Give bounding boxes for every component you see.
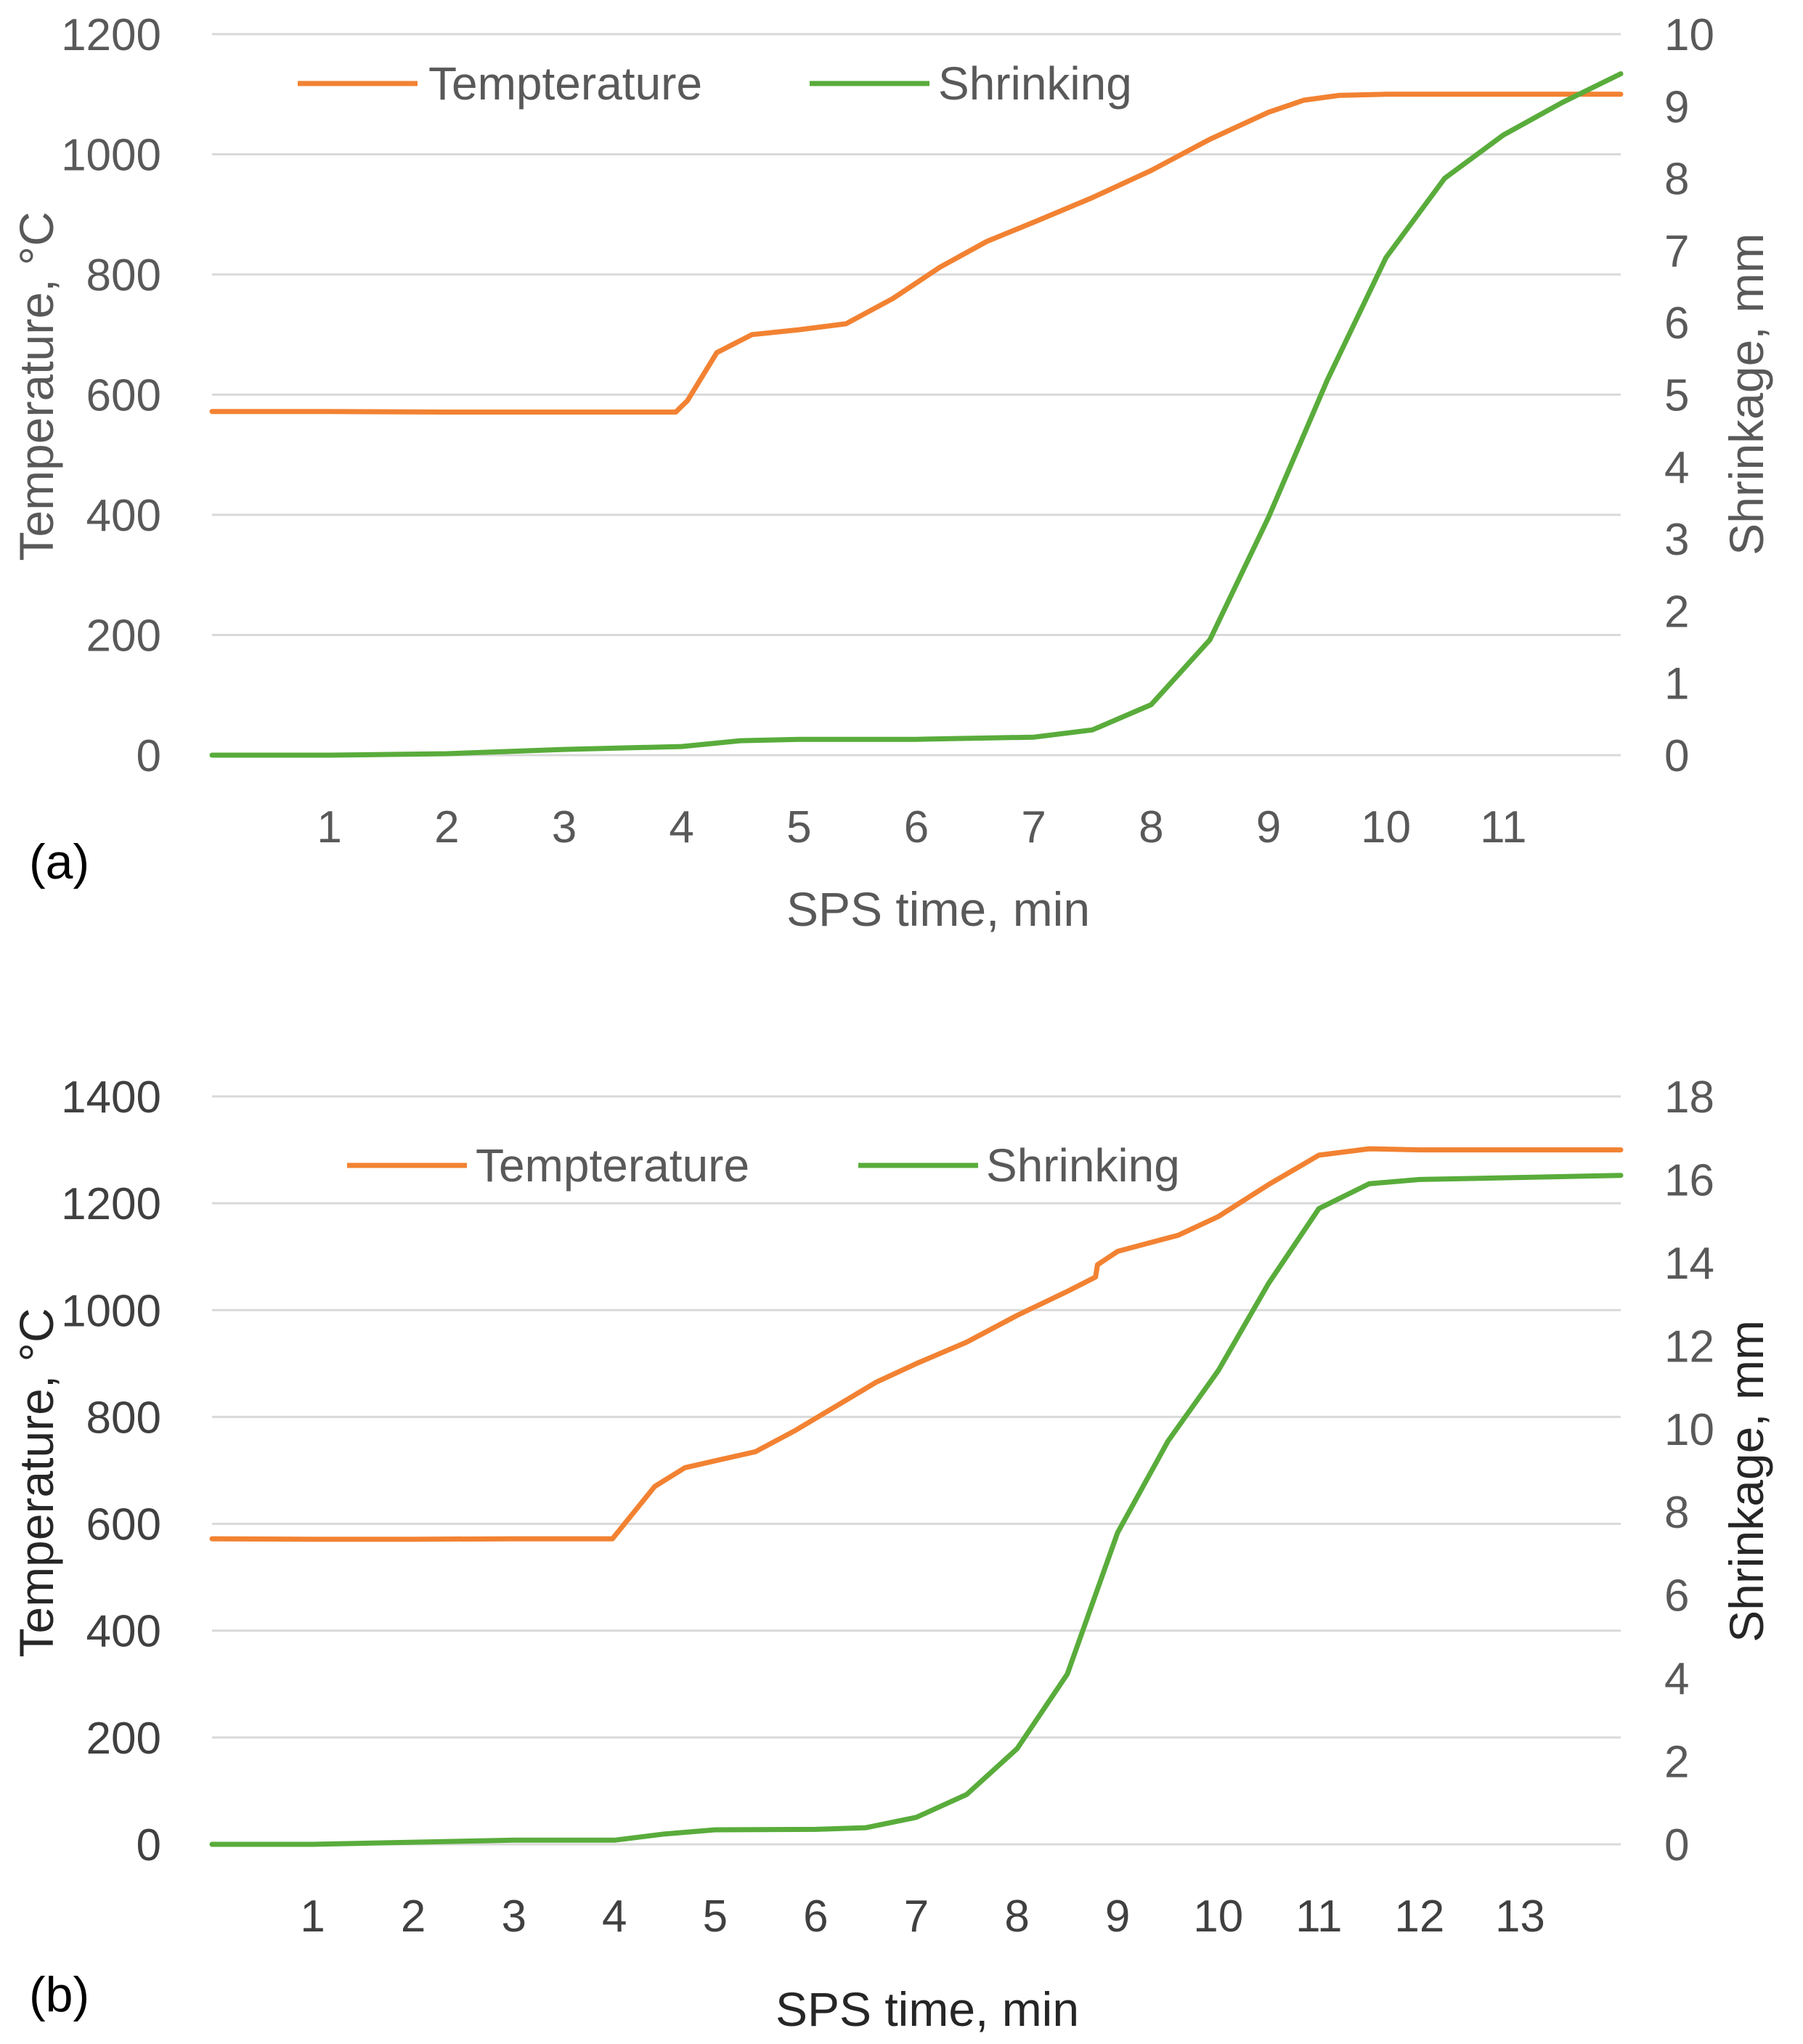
x-tick-label: 9 (1256, 802, 1281, 852)
y-tick-right-label: 4 (1664, 1654, 1689, 1704)
y-tick-left-label: 400 (86, 1607, 161, 1657)
x-tick-label: 6 (904, 802, 929, 852)
y-tick-left-label: 800 (86, 251, 161, 301)
y-tick-right-label: 0 (1664, 1820, 1689, 1870)
x-tick-label: 3 (552, 802, 577, 852)
y-axis-title-right-b: Shrinkage, mm (1719, 1320, 1773, 1642)
series-line-shrinking (209, 71, 1624, 758)
x-tick-label: 4 (669, 802, 693, 852)
panel-label-a: (a) (29, 834, 89, 889)
y-ticks-right-b: 0 2 4 6 8 10 12 14 16 18 (1664, 1072, 1714, 1870)
series-line-temperature (209, 91, 1624, 415)
y-axis-title-right-a: Shrinkage, mm (1719, 233, 1773, 555)
y-tick-right-label: 18 (1664, 1072, 1714, 1123)
x-tick-label: 1 (300, 1892, 325, 1942)
x-tick-label: 8 (1004, 1892, 1029, 1942)
x-tick-label: 7 (904, 1892, 929, 1942)
x-tick-label: 10 (1193, 1892, 1243, 1942)
series-lines-a (209, 71, 1624, 758)
y-tick-right-label: 9 (1664, 82, 1689, 132)
x-ticks-b: 1 2 3 4 5 6 7 8 9 10 11 12 13 (300, 1892, 1545, 1942)
y-tick-left-label: 600 (86, 1500, 161, 1550)
x-tick-label: 6 (803, 1892, 828, 1942)
chart-panel-a: 0 200 400 600 800 1000 1200 0 1 2 3 4 5 6 7 8 9 10 1 2 3 4 5… (9, 10, 1773, 936)
y-tick-right-label: 3 (1664, 515, 1689, 565)
x-tick-label: 12 (1394, 1892, 1444, 1942)
y-tick-left-label: 400 (86, 491, 161, 541)
y-tick-right-label: 0 (1664, 731, 1689, 781)
y-tick-right-label: 8 (1664, 1488, 1689, 1538)
x-ticks-a: 1 2 3 4 5 6 7 8 9 10 11 (317, 802, 1526, 852)
series-line-shrinking (209, 1173, 1624, 1847)
x-tick-label: 5 (786, 802, 811, 852)
y-axis-title-left-b: Temperature, °C (9, 1308, 63, 1657)
legend-label-shrinking: Shrinking (986, 1139, 1180, 1192)
y-tick-left-label: 1400 (61, 1072, 161, 1123)
y-tick-right-label: 12 (1664, 1322, 1714, 1372)
y-tick-left-label: 1000 (61, 131, 161, 181)
x-tick-label: 11 (1295, 1892, 1342, 1942)
x-tick-label: 11 (1480, 802, 1526, 852)
series-lines-b (209, 1146, 1624, 1847)
x-tick-label: 8 (1139, 802, 1163, 852)
y-tick-right-label: 5 (1664, 371, 1689, 421)
x-tick-label: 1 (317, 802, 341, 852)
y-tick-left-label: 1200 (61, 1179, 161, 1229)
y-tick-right-label: 16 (1664, 1155, 1714, 1205)
y-tick-right-label: 6 (1664, 298, 1689, 349)
x-tick-label: 2 (401, 1892, 426, 1942)
x-axis-title-a: SPS time, min (786, 882, 1090, 936)
y-tick-right-label: 10 (1664, 1405, 1714, 1455)
y-tick-right-label: 6 (1664, 1571, 1689, 1621)
x-tick-label: 4 (602, 1892, 627, 1942)
legend-label-temperature: Tempterature (428, 57, 702, 110)
y-tick-right-label: 10 (1664, 10, 1714, 60)
y-axis-title-left-a: Temperature, °C (9, 211, 63, 561)
y-tick-left-label: 800 (86, 1393, 161, 1443)
y-tick-right-label: 2 (1664, 1738, 1689, 1788)
x-tick-label: 2 (434, 802, 459, 852)
y-tick-right-label: 14 (1664, 1239, 1714, 1289)
y-tick-right-label: 2 (1664, 587, 1689, 637)
series-line-temperature (209, 1146, 1624, 1542)
x-tick-label: 9 (1105, 1892, 1130, 1942)
x-tick-label: 5 (703, 1892, 728, 1942)
y-tick-left-label: 0 (137, 731, 161, 781)
x-tick-label: 13 (1495, 1892, 1545, 1942)
y-tick-left-label: 600 (86, 371, 161, 421)
y-tick-right-label: 4 (1664, 443, 1689, 493)
legend-label-shrinking: Shrinking (938, 57, 1132, 110)
y-tick-right-label: 8 (1664, 155, 1689, 205)
x-axis-title-b: SPS time, min (776, 1982, 1079, 2036)
y-ticks-left-a: 0 200 400 600 800 1000 1200 (61, 10, 161, 781)
y-tick-left-label: 1000 (61, 1286, 161, 1336)
x-tick-label: 7 (1021, 802, 1046, 852)
y-tick-right-label: 1 (1664, 659, 1689, 709)
legend-label-temperature: Tempterature (476, 1139, 749, 1192)
y-tick-left-label: 200 (86, 611, 161, 661)
x-tick-label: 10 (1361, 802, 1411, 852)
y-tick-left-label: 200 (86, 1714, 161, 1764)
panel-label-b: (b) (29, 1967, 89, 2022)
y-tick-left-label: 1200 (61, 10, 161, 60)
y-ticks-right-a: 0 1 2 3 4 5 6 7 8 9 10 (1664, 10, 1714, 781)
legend-a: Tempterature Shrinking (298, 57, 1132, 110)
y-tick-right-label: 7 (1664, 227, 1689, 277)
y-ticks-left-b: 0 200 400 600 800 1000 1200 1400 (61, 1072, 161, 1870)
gridlines-b (212, 1095, 1621, 1846)
y-tick-left-label: 0 (137, 1820, 161, 1870)
x-tick-label: 3 (501, 1892, 526, 1942)
legend-b: Tempterature Shrinking (347, 1139, 1180, 1192)
